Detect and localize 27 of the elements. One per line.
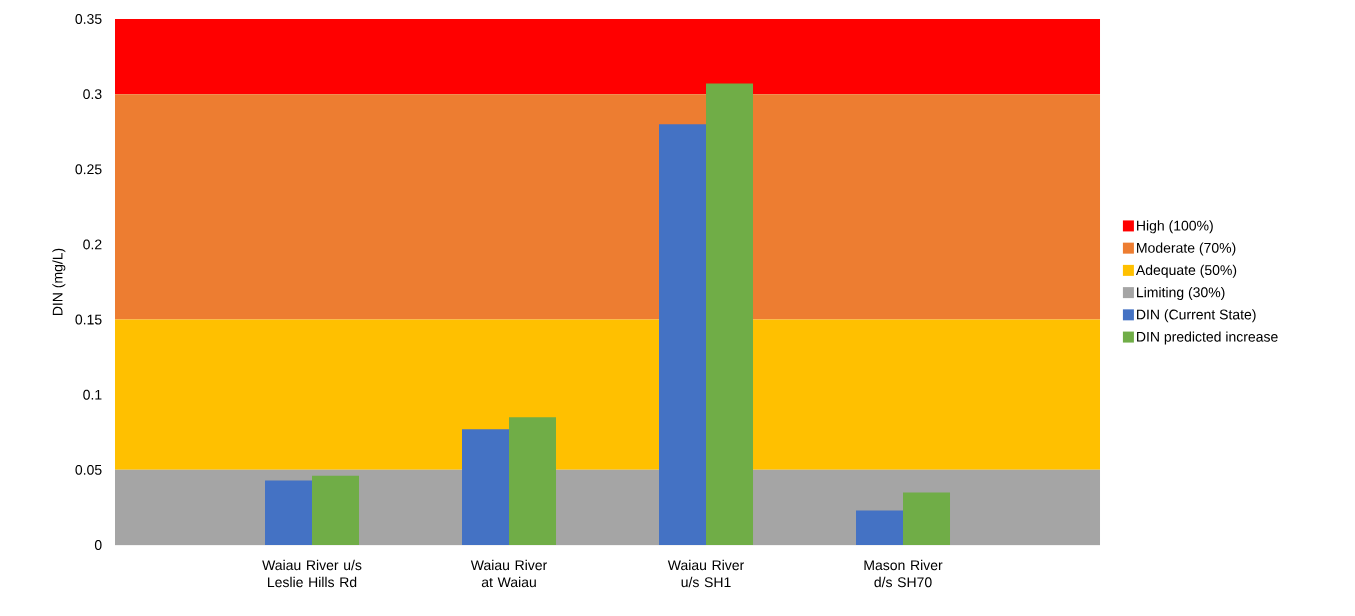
- y-tick-label: 0.25: [75, 164, 102, 175]
- legend-label: DIN (Current State): [1137, 309, 1256, 323]
- legend-label: High (100%): [1137, 220, 1213, 234]
- x-tick-label: Waiau River at Waiau: [470, 559, 548, 588]
- y-axis-title: DIN (mg/L): [52, 248, 66, 316]
- bar: [706, 83, 754, 545]
- y-tick-label: 0: [94, 540, 102, 550]
- bar: [659, 124, 707, 545]
- bar: [312, 475, 359, 545]
- bar: [856, 510, 904, 545]
- band-label: Moderate (70%): [1137, 242, 1236, 256]
- bar: [265, 480, 312, 545]
- y-tick-label: 0.15: [75, 314, 102, 325]
- y-tick-label: 0.35: [75, 14, 102, 24]
- legend-label: DIN predicted increase: [1137, 331, 1278, 345]
- y-tick-label: 0.1: [83, 389, 102, 400]
- bar: [903, 492, 951, 545]
- y-tick-label: 0.05: [75, 464, 102, 475]
- x-tick-label: Mason River d/s SH70: [864, 559, 943, 588]
- x-tick-label: Waiau River u/s SH1: [667, 559, 745, 588]
- bar: [509, 417, 557, 545]
- legend-label: Limiting (30%): [1137, 286, 1225, 301]
- y-tick-label: 0.2: [83, 239, 102, 250]
- x-tick-label: Waiau River u/s Leslie Hills Rd: [262, 559, 362, 588]
- y-tick-label: 0.3: [83, 89, 102, 100]
- bar: [462, 429, 509, 545]
- legend-label: Adequate (50%): [1135, 264, 1237, 278]
